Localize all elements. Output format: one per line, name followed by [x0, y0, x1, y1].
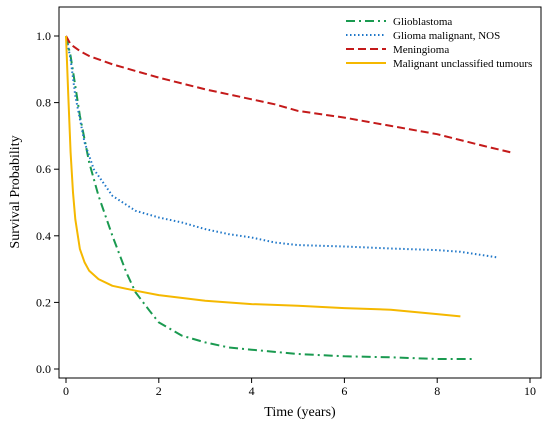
plot-frame — [58, 6, 542, 379]
series-line-meningioma — [65, 35, 512, 154]
y-tick-label: 0.6 — [36, 162, 51, 176]
series-line-malignant-unclassified-tumours — [65, 35, 461, 318]
series-layer — [65, 35, 512, 360]
x-tick-label: 2 — [156, 384, 162, 398]
y-tick-label: 1.0 — [36, 29, 51, 43]
x-axis: 0 2 4 6 8 10 — [63, 378, 536, 398]
x-tick-label: 6 — [341, 384, 347, 398]
y-tick-label: 0.2 — [36, 295, 51, 309]
y-tick-label: 0.8 — [36, 96, 51, 110]
legend-label: Meningioma — [393, 44, 449, 56]
y-tick-label: 0.4 — [36, 229, 51, 243]
series-line-glioma-malignant-nos — [65, 35, 498, 259]
x-axis-title: Time (years) — [264, 405, 336, 420]
legend-label: Glioma malignant, NOS — [393, 30, 500, 42]
series-line-glioblastoma — [65, 35, 475, 360]
y-tick-label: 0.0 — [36, 362, 51, 376]
x-tick-label: 8 — [434, 384, 440, 398]
x-tick-label: 4 — [249, 384, 255, 398]
y-axis-title: Survival Probability — [8, 135, 23, 248]
legend-label: Glioblastoma — [393, 16, 452, 28]
legend: Glioblastoma Glioma malignant, NOS Meningi… — [346, 16, 532, 70]
x-tick-label: 0 — [63, 384, 69, 398]
x-tick-label: 10 — [524, 384, 536, 398]
y-axis: 0.0 0.2 0.4 0.6 0.8 1.0 — [36, 29, 59, 376]
legend-label: Malignant unclassified tumours — [393, 58, 532, 70]
